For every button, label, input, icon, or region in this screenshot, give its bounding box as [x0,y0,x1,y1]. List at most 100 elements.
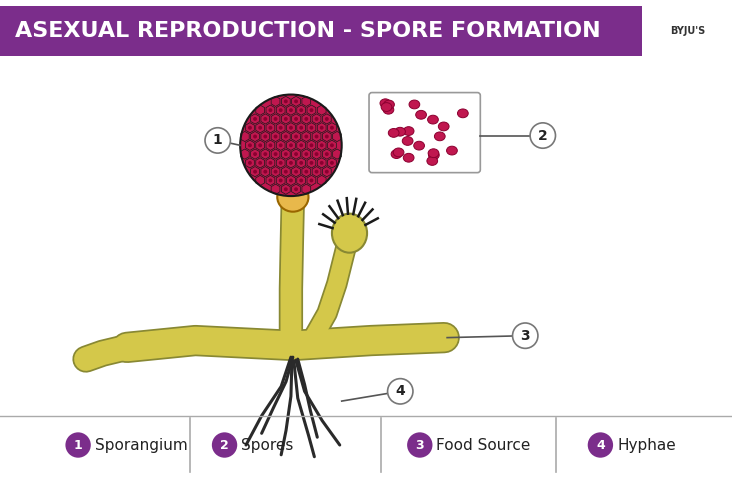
Circle shape [299,108,303,112]
Circle shape [274,134,278,138]
Circle shape [279,108,283,112]
Ellipse shape [384,100,394,109]
Circle shape [263,170,267,174]
Circle shape [330,144,334,147]
Circle shape [407,432,433,458]
Circle shape [258,144,262,147]
Circle shape [258,161,262,165]
Circle shape [299,161,303,165]
Text: Sporangium: Sporangium [94,437,188,453]
Circle shape [268,126,272,130]
Circle shape [268,161,272,165]
Circle shape [263,152,267,156]
Circle shape [211,432,237,458]
Circle shape [299,144,303,147]
Circle shape [279,161,283,165]
Ellipse shape [278,182,308,212]
Circle shape [304,134,308,138]
Text: 4: 4 [596,439,604,452]
Ellipse shape [458,109,468,118]
Circle shape [314,170,319,174]
Circle shape [310,144,314,147]
Circle shape [304,170,308,174]
Circle shape [304,152,308,156]
Circle shape [314,117,319,121]
Circle shape [284,170,288,174]
Circle shape [320,126,324,130]
Ellipse shape [434,132,445,141]
Circle shape [294,117,298,121]
Circle shape [258,126,262,130]
Circle shape [248,144,252,147]
Circle shape [263,134,267,138]
Circle shape [325,152,328,156]
Ellipse shape [394,127,406,136]
Circle shape [294,152,298,156]
Ellipse shape [414,141,424,150]
Circle shape [253,117,257,121]
Circle shape [279,126,283,130]
Text: Spores: Spores [242,437,293,453]
Circle shape [284,99,288,103]
Circle shape [289,161,293,165]
Circle shape [268,108,272,112]
Circle shape [284,187,288,191]
Text: BYJU'S: BYJU'S [670,26,705,36]
Circle shape [320,144,324,147]
Circle shape [512,323,538,348]
Ellipse shape [404,153,414,162]
Circle shape [248,126,252,130]
Bar [643,6,732,57]
Text: 4: 4 [395,384,405,398]
Ellipse shape [409,100,420,109]
Circle shape [330,126,334,130]
Circle shape [588,432,613,458]
Circle shape [279,144,283,147]
Circle shape [314,134,319,138]
Ellipse shape [391,150,402,158]
Circle shape [294,187,298,191]
Circle shape [253,170,257,174]
Circle shape [253,134,257,138]
Circle shape [268,179,272,182]
Ellipse shape [380,99,391,108]
Ellipse shape [446,146,458,155]
Circle shape [253,152,257,156]
Ellipse shape [383,105,394,114]
Circle shape [330,161,334,165]
Circle shape [299,126,303,130]
Ellipse shape [388,129,399,137]
Circle shape [274,152,278,156]
Circle shape [310,161,314,165]
Circle shape [320,161,324,165]
Circle shape [294,170,298,174]
Ellipse shape [438,122,449,131]
Circle shape [294,134,298,138]
Circle shape [65,432,91,458]
Ellipse shape [402,137,413,145]
Circle shape [248,161,252,165]
Ellipse shape [416,110,427,119]
Circle shape [284,117,288,121]
Circle shape [299,179,303,182]
Circle shape [310,108,314,112]
Ellipse shape [393,148,404,157]
Circle shape [240,95,342,196]
Circle shape [205,128,230,153]
Text: 3: 3 [520,329,530,343]
Ellipse shape [427,156,437,165]
Text: ASEXUAL REPRODUCTION - SPORE FORMATION: ASEXUAL REPRODUCTION - SPORE FORMATION [15,21,600,41]
Text: 2: 2 [220,439,229,452]
Circle shape [294,99,298,103]
Circle shape [284,134,288,138]
Ellipse shape [381,103,392,111]
Text: 3: 3 [416,439,424,452]
Circle shape [289,144,293,147]
Circle shape [325,134,328,138]
Ellipse shape [428,149,439,157]
Ellipse shape [428,151,439,159]
Bar [0,6,732,57]
Circle shape [263,117,267,121]
Circle shape [274,117,278,121]
Circle shape [325,117,328,121]
